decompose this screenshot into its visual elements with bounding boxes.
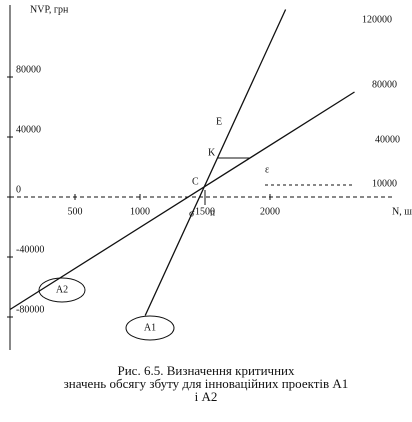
series-label: A2 (56, 284, 68, 295)
point-label: K (208, 147, 216, 158)
point-label: n (210, 207, 215, 218)
point-label: C (192, 176, 199, 187)
x-tick-label: 1500 (195, 206, 215, 217)
y-tick-label: 80000 (16, 64, 41, 75)
caption: Рис. 6.5. Визначення критичних значень об… (64, 363, 349, 404)
right-label: 80000 (372, 79, 397, 90)
y-tick-label: 0 (16, 184, 21, 195)
y-tick-label: 40000 (16, 124, 41, 135)
a1-ellipse (125, 315, 175, 341)
y-axis-label: NVP, грн (30, 4, 69, 15)
series-line (9, 91, 355, 311)
point-label: σ (189, 208, 195, 219)
right-label: 120000 (362, 14, 392, 25)
y-tick-label: -40000 (16, 244, 44, 255)
point-label: ε (265, 164, 269, 175)
series-label: A1 (144, 322, 156, 333)
right-label: 10000 (372, 178, 397, 189)
series-line (144, 9, 287, 316)
x-tick-label: 500 (68, 206, 83, 217)
point-label: E (216, 116, 222, 127)
x-tick-label: 1000 (130, 206, 150, 217)
right-label: 40000 (375, 134, 400, 145)
a2-ellipse (38, 277, 86, 303)
x-tick-label: 2000 (260, 206, 280, 217)
x-axis-label: N, шт (392, 206, 412, 217)
y-tick-label: -80000 (16, 304, 44, 315)
